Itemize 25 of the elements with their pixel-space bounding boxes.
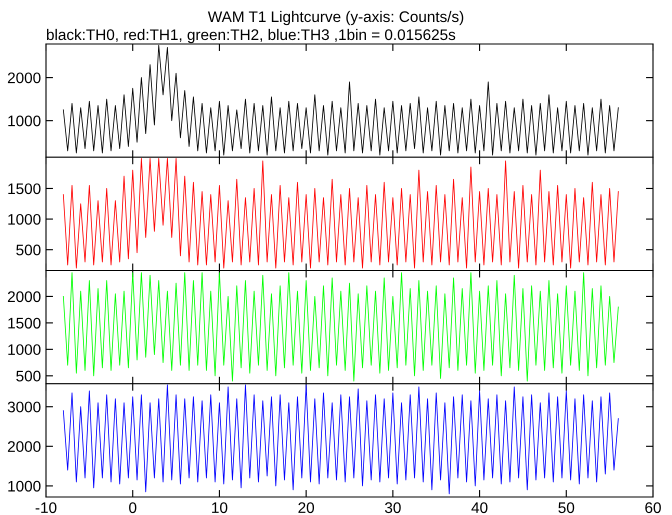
line-series <box>62 272 619 382</box>
y-tick-label: 1500 <box>8 318 41 329</box>
y-tick-label: 500 <box>16 244 41 256</box>
x-tick-label: 30 <box>384 502 401 514</box>
y-tick-label: 500 <box>16 370 41 382</box>
chart-subtitle: black:TH0, red:TH1, green:TH2, blue:TH3 ,1bin = 0.015625s <box>46 28 456 44</box>
x-tick-label: 0 <box>129 502 136 514</box>
y-tick-label: 1000 <box>8 480 41 492</box>
y-tick-label: 3000 <box>8 402 41 412</box>
y-tick-label: 1000 <box>8 214 41 225</box>
y-tick-label: 2000 <box>8 72 41 84</box>
y-tick-label: 1000 <box>8 344 41 356</box>
x-tick-label: 40 <box>471 502 488 514</box>
y-tick-label: 1000 <box>8 116 41 126</box>
line-series <box>62 158 619 268</box>
x-tick-label: 10 <box>212 502 228 514</box>
x-tick-label: 60 <box>645 502 661 514</box>
x-tick-label: 20 <box>298 502 314 514</box>
y-tick-label: 1500 <box>8 183 41 194</box>
line-series <box>62 384 619 494</box>
y-tick-label: 2000 <box>8 441 41 452</box>
chart-title: WAM T1 Lightcurve (y-axis: Counts/s) <box>208 10 464 26</box>
y-tick-label: 2000 <box>8 291 41 302</box>
x-tick-label: 50 <box>558 502 574 514</box>
x-tick-label: -10 <box>36 502 56 514</box>
